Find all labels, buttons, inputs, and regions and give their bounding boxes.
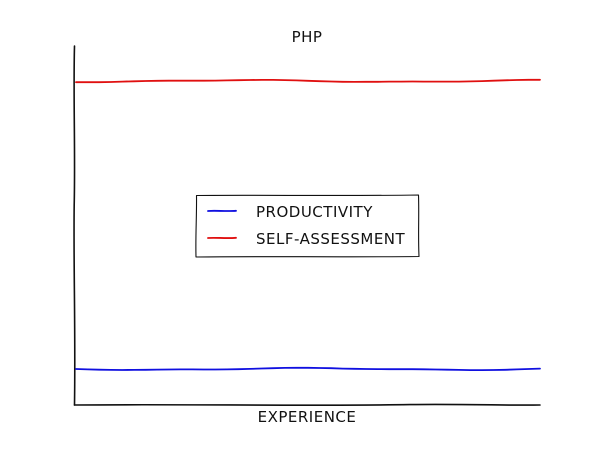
legend-label-productivity: PRODUCTIVITY <box>256 203 373 221</box>
series-line-self-assessment <box>75 78 541 84</box>
y-axis <box>73 45 76 406</box>
series-line-productivity <box>75 366 541 371</box>
x-axis-label: EXPERIENCE <box>258 408 357 426</box>
x-axis <box>73 403 541 407</box>
series-layer <box>75 78 541 371</box>
chart-title: PHP <box>292 28 323 46</box>
legend-box <box>195 194 420 258</box>
legend: PRODUCTIVITY SELF-ASSESSMENT <box>195 194 420 258</box>
legend-label-self-assessment: SELF-ASSESSMENT <box>256 230 406 248</box>
